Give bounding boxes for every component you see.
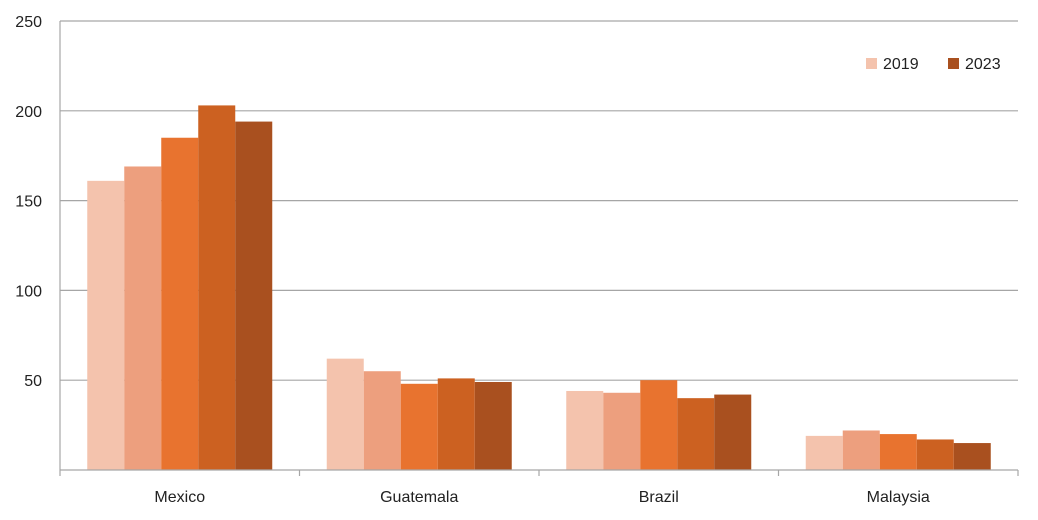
bars xyxy=(87,105,991,471)
bar-mexico-5 xyxy=(235,121,273,471)
bar-guatemala-5 xyxy=(474,381,512,470)
y-tick-label: 250 xyxy=(15,14,42,31)
y-tick-label: 200 xyxy=(15,104,42,121)
y-tick-label: 100 xyxy=(15,283,42,300)
bar-brazil-4 xyxy=(677,398,715,470)
y-tick-label: 50 xyxy=(24,373,42,390)
bar-mexico-3 xyxy=(161,137,199,471)
bar-malaysia-2 xyxy=(842,430,880,470)
y-tick-label: 150 xyxy=(15,194,42,211)
bar-brazil-3 xyxy=(640,380,678,470)
bar-malaysia-5 xyxy=(953,443,991,470)
bar-brazil-1 xyxy=(566,390,604,470)
bar-malaysia-4 xyxy=(916,439,954,470)
bar-guatemala-3 xyxy=(400,383,438,470)
x-category-label: Malaysia xyxy=(867,489,930,506)
bar-guatemala-1 xyxy=(326,358,364,470)
x-category-label: Brazil xyxy=(639,489,679,506)
legend-label: 2023 xyxy=(965,56,1001,73)
x-category-label: Guatemala xyxy=(380,489,458,506)
bar-guatemala-4 xyxy=(437,378,475,470)
bar-mexico-2 xyxy=(124,166,162,470)
legend-swatch xyxy=(948,58,959,69)
x-axis-labels: Mexico Guatemala Brazil Malaysia xyxy=(154,489,930,506)
x-category-label: Mexico xyxy=(154,489,205,506)
bar-malaysia-1 xyxy=(805,435,843,470)
legend-label: 2019 xyxy=(883,56,919,73)
bar-malaysia-3 xyxy=(879,434,917,470)
bar-mexico-4 xyxy=(198,105,236,471)
legend: 2019 2023 xyxy=(866,56,1001,73)
legend-swatch xyxy=(866,58,877,69)
bar-guatemala-2 xyxy=(363,371,401,470)
bar-brazil-2 xyxy=(603,392,641,470)
bar-mexico-1 xyxy=(87,180,125,470)
y-axis-ticks: 50 100 150 200 250 xyxy=(15,14,42,390)
axes xyxy=(59,21,1019,476)
bar-brazil-5 xyxy=(714,394,752,470)
